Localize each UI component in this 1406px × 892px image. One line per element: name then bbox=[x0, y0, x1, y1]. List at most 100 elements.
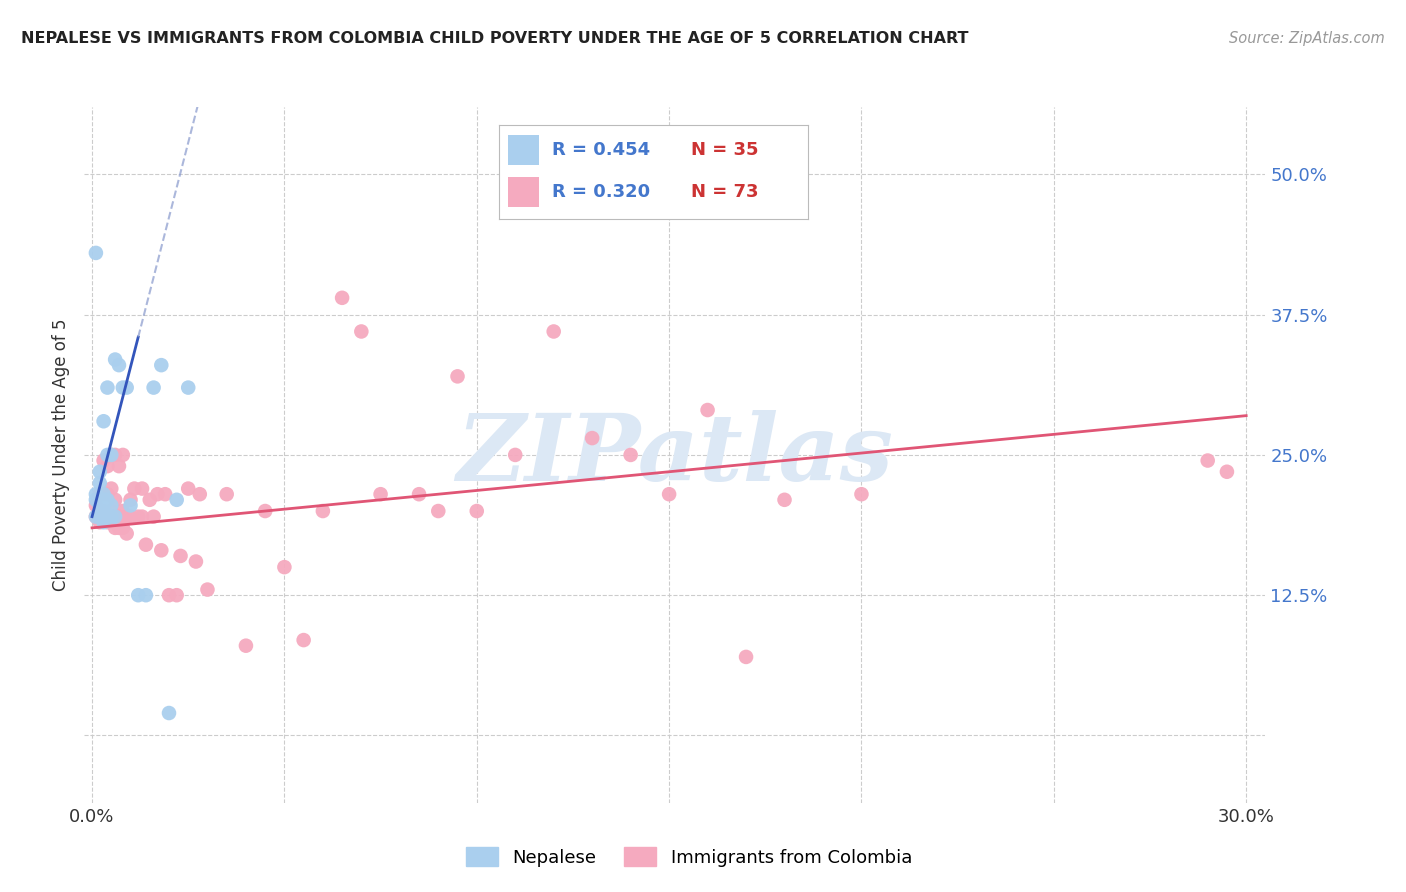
Point bbox=[115, 526, 138, 541]
Point bbox=[215, 487, 238, 501]
Text: N = 35: N = 35 bbox=[690, 141, 758, 159]
Point bbox=[1216, 465, 1239, 479]
Point bbox=[93, 509, 115, 524]
Point bbox=[851, 487, 873, 501]
Point bbox=[142, 381, 165, 395]
Point bbox=[89, 515, 111, 529]
Point bbox=[658, 487, 681, 501]
Point bbox=[96, 487, 118, 501]
Point bbox=[254, 504, 277, 518]
Point bbox=[120, 509, 142, 524]
Point bbox=[166, 492, 188, 507]
Text: R = 0.320: R = 0.320 bbox=[551, 184, 650, 202]
Point bbox=[350, 325, 373, 339]
Point bbox=[312, 504, 335, 518]
Point bbox=[104, 352, 127, 367]
Point bbox=[89, 504, 111, 518]
Point bbox=[100, 499, 122, 513]
Point bbox=[370, 487, 392, 501]
Point bbox=[84, 499, 107, 513]
Point bbox=[197, 582, 219, 597]
Point bbox=[127, 588, 149, 602]
Point bbox=[135, 588, 157, 602]
Point bbox=[503, 448, 526, 462]
Point bbox=[131, 482, 153, 496]
Point bbox=[96, 381, 118, 395]
Point bbox=[292, 633, 315, 648]
Point bbox=[108, 358, 131, 372]
Point bbox=[93, 414, 115, 428]
Point bbox=[773, 492, 796, 507]
Point bbox=[100, 509, 122, 524]
Point bbox=[93, 515, 115, 529]
Point bbox=[146, 487, 169, 501]
Point bbox=[111, 448, 134, 462]
Point bbox=[89, 465, 111, 479]
Point bbox=[96, 492, 118, 507]
Point bbox=[93, 487, 115, 501]
Text: NEPALESE VS IMMIGRANTS FROM COLOMBIA CHILD POVERTY UNDER THE AGE OF 5 CORRELATIO: NEPALESE VS IMMIGRANTS FROM COLOMBIA CHI… bbox=[21, 31, 969, 46]
Point bbox=[104, 509, 127, 524]
Point bbox=[104, 521, 127, 535]
Point bbox=[408, 487, 430, 501]
Point bbox=[89, 475, 111, 490]
Point bbox=[131, 509, 153, 524]
Point bbox=[100, 509, 122, 524]
Y-axis label: Child Poverty Under the Age of 5: Child Poverty Under the Age of 5 bbox=[52, 318, 70, 591]
Point bbox=[108, 509, 131, 524]
Point bbox=[84, 246, 107, 260]
Point bbox=[93, 487, 115, 501]
Point bbox=[89, 499, 111, 513]
Point bbox=[124, 482, 146, 496]
Point bbox=[184, 555, 207, 569]
Point bbox=[100, 504, 122, 518]
Point bbox=[96, 509, 118, 524]
Point bbox=[100, 448, 122, 462]
Point bbox=[427, 504, 450, 518]
Text: ZIPatlas: ZIPatlas bbox=[457, 410, 893, 500]
Point bbox=[446, 369, 468, 384]
Point bbox=[84, 492, 107, 507]
Point bbox=[330, 291, 353, 305]
Point bbox=[115, 509, 138, 524]
Point bbox=[89, 487, 111, 501]
Bar bbox=[509, 136, 540, 165]
Point bbox=[142, 509, 165, 524]
Point bbox=[120, 499, 142, 513]
Point bbox=[104, 448, 127, 462]
Point bbox=[150, 358, 173, 372]
Point bbox=[93, 492, 115, 507]
Point bbox=[93, 504, 115, 518]
Point bbox=[93, 453, 115, 467]
Point bbox=[157, 706, 180, 720]
Point bbox=[84, 509, 107, 524]
Point bbox=[139, 492, 162, 507]
Point bbox=[150, 543, 173, 558]
Point bbox=[120, 492, 142, 507]
Point bbox=[166, 588, 188, 602]
Legend: Nepalese, Immigrants from Colombia: Nepalese, Immigrants from Colombia bbox=[458, 840, 920, 874]
Point bbox=[104, 492, 127, 507]
Point bbox=[620, 448, 643, 462]
Point bbox=[89, 509, 111, 524]
Point bbox=[108, 459, 131, 474]
Point bbox=[273, 560, 295, 574]
Point bbox=[1197, 453, 1219, 467]
Point bbox=[93, 509, 115, 524]
Text: R = 0.454: R = 0.454 bbox=[551, 141, 650, 159]
Point bbox=[96, 448, 118, 462]
Point bbox=[89, 504, 111, 518]
Point bbox=[104, 515, 127, 529]
Point bbox=[111, 521, 134, 535]
Point bbox=[111, 381, 134, 395]
Point bbox=[96, 459, 118, 474]
Bar bbox=[509, 178, 540, 207]
Point bbox=[127, 509, 149, 524]
Point bbox=[111, 504, 134, 518]
Point bbox=[96, 509, 118, 524]
Point bbox=[696, 403, 718, 417]
Point bbox=[100, 448, 122, 462]
Point bbox=[735, 649, 758, 664]
Point bbox=[89, 509, 111, 524]
Point bbox=[153, 487, 176, 501]
